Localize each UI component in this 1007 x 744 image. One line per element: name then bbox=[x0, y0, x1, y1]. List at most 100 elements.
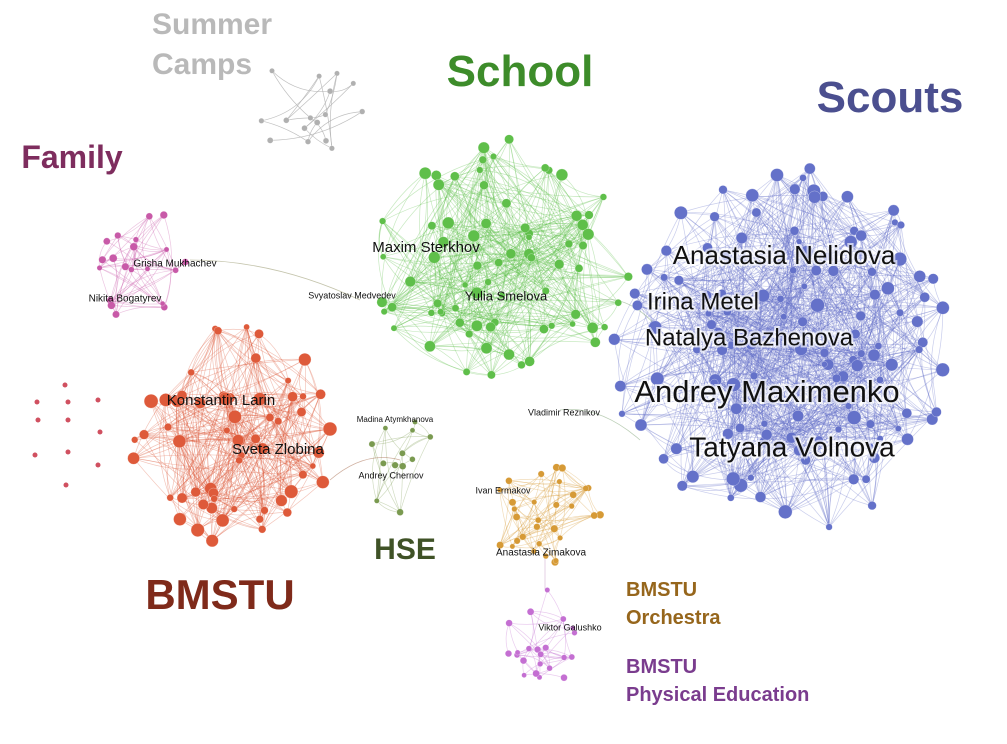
node-school bbox=[379, 253, 387, 260]
edge-scouts bbox=[654, 327, 761, 498]
edge-school bbox=[383, 259, 560, 312]
node-orchestra bbox=[509, 543, 516, 550]
node-bmstu bbox=[312, 446, 325, 459]
edge-bmstu bbox=[259, 398, 331, 430]
edge-school bbox=[443, 241, 532, 259]
edge-bmstu bbox=[176, 400, 197, 493]
edge-scouts bbox=[620, 353, 862, 401]
edge-scouts bbox=[780, 298, 792, 438]
edge-summer bbox=[307, 111, 363, 142]
edge-school bbox=[466, 203, 509, 373]
node-school bbox=[623, 272, 633, 282]
node-bmstu bbox=[298, 470, 308, 480]
edge-school bbox=[529, 233, 584, 246]
edge-summer bbox=[286, 75, 320, 121]
edge-school bbox=[493, 156, 580, 269]
edge-scouts bbox=[776, 174, 893, 365]
edge-scouts bbox=[637, 304, 802, 350]
edge-scouts bbox=[678, 280, 788, 512]
edge-bmstu bbox=[195, 440, 239, 493]
edge-bmstu bbox=[179, 393, 321, 442]
edge-bmstu bbox=[255, 357, 331, 430]
edge-school bbox=[521, 268, 580, 366]
edge-orchestra bbox=[499, 489, 535, 503]
edge-scouts bbox=[654, 230, 855, 328]
edge-scouts bbox=[714, 216, 799, 417]
edge-school bbox=[486, 215, 577, 349]
edge-scouts bbox=[798, 278, 934, 451]
node-scouts bbox=[810, 297, 825, 313]
node-school bbox=[569, 320, 576, 328]
edge-school bbox=[384, 243, 570, 312]
edge-bmstu bbox=[150, 401, 213, 509]
edge-bmstu bbox=[165, 399, 263, 530]
edge-scouts bbox=[726, 212, 757, 312]
edge-school bbox=[527, 243, 570, 362]
node-scouts bbox=[822, 252, 832, 262]
edge-scouts bbox=[750, 295, 786, 512]
edge-scouts bbox=[663, 436, 881, 460]
edge-school bbox=[441, 185, 485, 314]
person-label-yulia-smelova: Yulia Smelova bbox=[465, 288, 548, 303]
edge-bmstu bbox=[202, 438, 256, 505]
edge-school bbox=[433, 257, 461, 323]
node-scouts bbox=[892, 251, 907, 267]
edge-orchestra bbox=[499, 467, 563, 546]
edge-scouts bbox=[763, 295, 856, 335]
edge-scouts bbox=[727, 433, 820, 448]
edge-orchestra bbox=[499, 487, 589, 546]
edge-scouts bbox=[634, 293, 732, 346]
node-bmstu bbox=[235, 456, 243, 465]
edge-summer bbox=[261, 75, 320, 122]
edge-scouts bbox=[847, 196, 884, 380]
edge-school bbox=[437, 262, 560, 304]
node-scouts bbox=[641, 263, 653, 276]
node-isolated bbox=[62, 382, 68, 388]
edge-scouts bbox=[637, 241, 800, 306]
node-school bbox=[472, 260, 483, 271]
edge-scouts bbox=[678, 210, 894, 281]
node-scouts bbox=[911, 315, 924, 328]
edge-summer bbox=[270, 111, 363, 141]
edge-scouts bbox=[655, 327, 829, 365]
node-scouts bbox=[730, 402, 743, 415]
node-school bbox=[431, 170, 442, 181]
edge-scouts bbox=[865, 342, 923, 480]
edge-scouts bbox=[678, 280, 875, 356]
edge-scouts bbox=[756, 212, 923, 343]
edge-scouts bbox=[614, 294, 875, 340]
node-scouts bbox=[789, 226, 800, 236]
edge-bmstu bbox=[179, 441, 235, 510]
edge-family bbox=[133, 246, 163, 304]
edge-school bbox=[483, 185, 512, 254]
edge-school bbox=[446, 176, 466, 286]
edge-scouts bbox=[654, 327, 800, 451]
edge-scouts bbox=[621, 381, 907, 415]
edge-scouts bbox=[711, 324, 858, 366]
edge-school bbox=[531, 174, 563, 258]
edge-bmstu bbox=[213, 438, 256, 494]
edge-school bbox=[441, 185, 485, 314]
edge-scouts bbox=[805, 349, 920, 461]
edge-school bbox=[476, 215, 577, 327]
edge-bmstu bbox=[197, 438, 256, 531]
edge-bmstu bbox=[133, 398, 226, 459]
edge-bmstu bbox=[225, 398, 331, 430]
node-school bbox=[582, 228, 595, 241]
edge-scouts bbox=[637, 247, 708, 306]
edge-family bbox=[99, 267, 165, 308]
edge-school bbox=[494, 302, 619, 323]
edge-bmstu bbox=[234, 428, 331, 510]
edge-bmstu bbox=[222, 438, 256, 521]
edge-scouts bbox=[733, 411, 937, 480]
edge-bmstu bbox=[223, 395, 292, 492]
node-isolated bbox=[35, 417, 41, 423]
node-bmstu bbox=[299, 392, 307, 401]
node-scouts bbox=[673, 275, 684, 286]
node-school bbox=[578, 241, 588, 250]
node-family bbox=[114, 231, 122, 240]
edge-bmstu bbox=[165, 399, 324, 483]
node-scouts bbox=[901, 407, 913, 419]
edge-scouts bbox=[794, 230, 818, 306]
edge-school bbox=[483, 147, 545, 330]
